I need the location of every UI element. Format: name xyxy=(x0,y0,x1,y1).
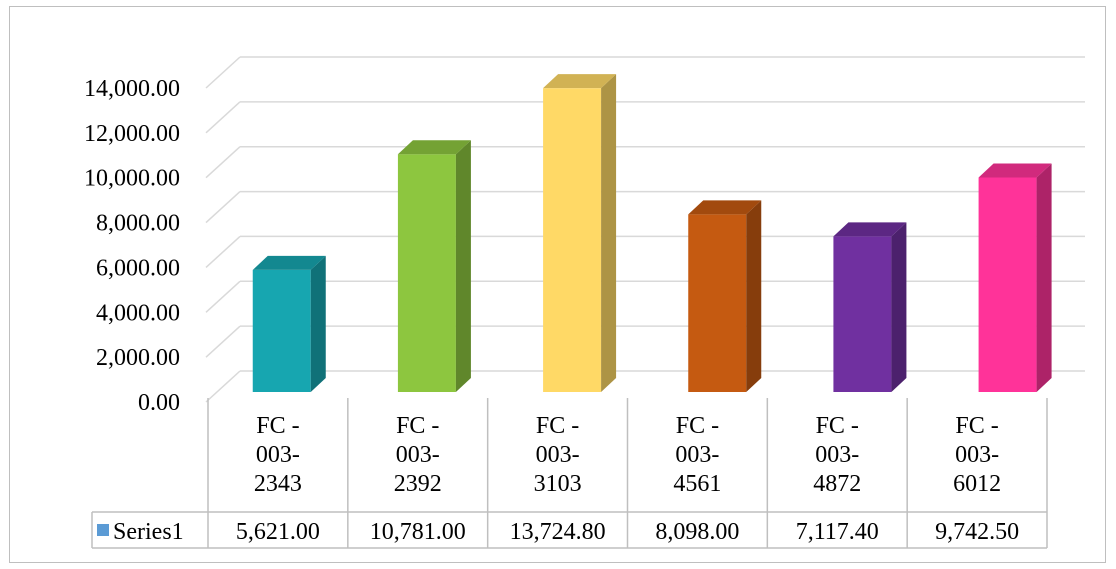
y-axis: 0.00 2,000.00 4,000.00 6,000.00 8,000.00 10,0… xyxy=(84,76,180,416)
bar-front xyxy=(397,154,456,392)
data-table: FC - 003- 2343 FC - 003- 2392 FC - 003- 3103 FC -… xyxy=(91,398,1048,549)
bar-side xyxy=(1036,163,1052,392)
bar-top xyxy=(833,222,907,237)
category-label: 3103 xyxy=(534,471,582,497)
data-table-value: 9,742.50 xyxy=(935,519,1019,545)
category-label: 003- xyxy=(675,442,719,468)
category-label: 003- xyxy=(955,442,999,468)
category-label: 003- xyxy=(256,442,300,468)
category-label: 4872 xyxy=(813,471,861,497)
category-label: 003- xyxy=(815,442,859,468)
category-label: 4561 xyxy=(673,471,721,497)
data-table-value: 13,724.80 xyxy=(510,519,606,545)
gridline-diagonal xyxy=(205,146,241,179)
gridline-diagonal xyxy=(205,235,241,268)
gridline-diagonal xyxy=(205,280,241,313)
bar-top xyxy=(397,140,471,155)
data-table-value: 10,781.00 xyxy=(370,519,466,545)
y-tick-label: 12,000.00 xyxy=(84,121,180,147)
category-label: FC - xyxy=(256,413,299,439)
gridline-diagonal xyxy=(205,191,241,224)
y-tick-label: 6,000.00 xyxy=(96,255,180,281)
gridlines xyxy=(205,56,1085,403)
category-label: FC - xyxy=(816,413,859,439)
bar-front xyxy=(252,269,311,392)
bar-side xyxy=(455,140,471,392)
bar-side xyxy=(746,200,762,392)
bars xyxy=(252,74,1052,393)
category-label: 2343 xyxy=(254,471,302,497)
gridline-diagonal xyxy=(205,101,241,134)
data-table-value: 7,117.40 xyxy=(796,519,879,545)
category-label: 2392 xyxy=(394,471,442,497)
category-label: 003- xyxy=(396,442,440,468)
category-label: FC - xyxy=(955,413,998,439)
category-label: FC - xyxy=(676,413,719,439)
category-label: FC - xyxy=(536,413,579,439)
category-label: 003- xyxy=(536,442,580,468)
bar-front xyxy=(688,214,747,392)
bar-side xyxy=(891,222,907,392)
y-tick-label: 4,000.00 xyxy=(96,300,180,326)
legend-key xyxy=(97,524,109,536)
gridline-diagonal xyxy=(205,325,241,358)
y-tick-label: 10,000.00 xyxy=(84,166,180,192)
bar xyxy=(252,255,326,392)
bar-top xyxy=(978,163,1052,178)
gridline-diagonal xyxy=(205,56,241,89)
category-label: FC - xyxy=(396,413,439,439)
bar-top xyxy=(543,74,617,89)
bar-top xyxy=(252,255,326,270)
bar xyxy=(397,140,471,392)
bar-front xyxy=(833,236,892,392)
bar-side xyxy=(310,255,326,392)
bar xyxy=(543,74,617,393)
bar xyxy=(833,222,907,392)
bar xyxy=(978,163,1052,392)
y-tick-label: 8,000.00 xyxy=(96,211,180,237)
bar-top xyxy=(688,200,762,215)
bar-front xyxy=(978,177,1037,392)
bar-side xyxy=(601,74,617,393)
y-tick-label: 14,000.00 xyxy=(84,76,180,102)
legend-series-name: Series1 xyxy=(113,519,184,545)
data-table-value: 5,621.00 xyxy=(236,519,320,545)
category-label: 6012 xyxy=(953,471,1001,497)
gridline-diagonal xyxy=(205,370,241,403)
bar-front xyxy=(543,88,602,393)
y-tick-label: 0.00 xyxy=(138,390,180,416)
data-table-value: 8,098.00 xyxy=(655,519,739,545)
y-tick-label: 2,000.00 xyxy=(96,345,180,371)
bar xyxy=(688,200,762,392)
